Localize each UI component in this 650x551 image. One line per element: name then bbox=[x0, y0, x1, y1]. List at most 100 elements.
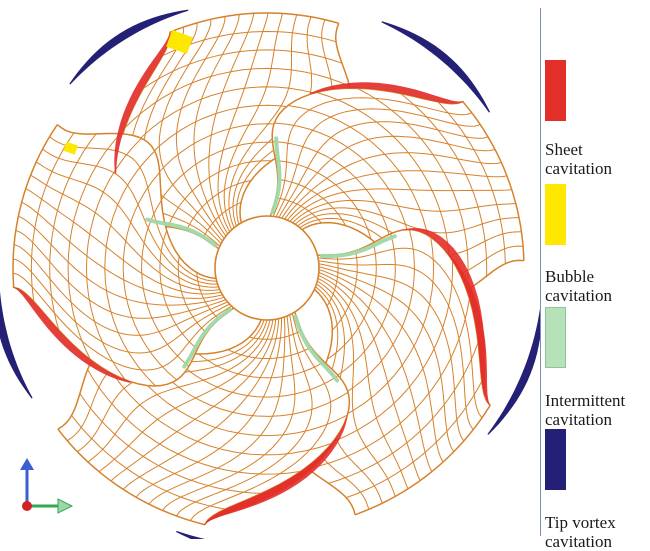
blade-mesh-chord-line bbox=[400, 93, 488, 277]
blade-mesh-chord-line bbox=[196, 272, 220, 320]
blade-mesh-radial-line bbox=[35, 161, 219, 288]
blade-mesh-chord-line bbox=[124, 67, 350, 129]
sheet-cavitation-band bbox=[310, 82, 464, 104]
intermittent-cavitation-streak bbox=[293, 314, 340, 383]
blade-mesh-radial-line bbox=[223, 13, 283, 230]
legend-label-intermittent: Intermittent cavitation bbox=[545, 391, 626, 429]
blade-mesh-radial-line bbox=[272, 97, 473, 217]
coordinate-axes-icon bbox=[20, 458, 74, 514]
blade-mesh-radial-line bbox=[175, 16, 226, 239]
blade-mesh-radial-line bbox=[317, 247, 483, 419]
blade-mesh-radial-line bbox=[135, 317, 282, 498]
blade-mesh-radial-line bbox=[15, 229, 226, 319]
blade-mesh-radial-line bbox=[49, 136, 217, 282]
sheet-cavitation-band bbox=[388, 228, 486, 396]
blade-mesh-radial-line bbox=[318, 266, 455, 453]
blade-surface bbox=[116, 13, 353, 249]
bubble-cavitation-regions bbox=[63, 29, 193, 155]
blade-mesh-radial-line bbox=[318, 269, 444, 463]
tip-vortex-sliver bbox=[0, 291, 33, 399]
blade-mesh-chord-line bbox=[249, 329, 302, 340]
legend-swatch-tip-vortex bbox=[545, 429, 566, 490]
blade-mesh-radial-line bbox=[289, 188, 512, 222]
legend-swatch-sheet bbox=[545, 60, 566, 121]
blade-surface bbox=[289, 229, 491, 515]
blade-mesh-chord-line bbox=[331, 250, 358, 331]
blade-mesh-chord-line bbox=[198, 353, 325, 379]
intermittent-cavitation-streak bbox=[182, 307, 232, 369]
blade-mesh-radial-line bbox=[318, 260, 474, 430]
blade-mesh-radial-line bbox=[193, 14, 240, 237]
blade-mesh-chord-line bbox=[277, 178, 346, 226]
blade-mesh-chord-line bbox=[79, 393, 262, 494]
legend-swatch-bubble bbox=[545, 184, 566, 245]
tip-vortex-regions bbox=[0, 9, 540, 539]
blade-mesh-chord-line bbox=[328, 342, 479, 484]
blade-mesh-chord-line bbox=[346, 381, 483, 499]
legend: Sheet cavitation Bubble cavitation Intermi… bbox=[543, 0, 650, 551]
blade-mesh-radial-line bbox=[30, 174, 220, 291]
blade-mesh-chord-line bbox=[356, 87, 469, 291]
blade-mesh-chord-line bbox=[167, 160, 272, 227]
blade-mesh-chord-line bbox=[122, 171, 178, 381]
propeller-blades bbox=[12, 12, 525, 526]
blade-mesh-radial-line bbox=[318, 263, 465, 442]
intermittent-cavitation-streak bbox=[145, 217, 218, 248]
blade-mesh-chord-line bbox=[67, 133, 121, 360]
bubble-cavitation-patch bbox=[63, 141, 78, 155]
blade-mesh-radial-line bbox=[56, 124, 217, 280]
tip-vortex-sliver bbox=[487, 308, 540, 435]
blade-mesh-radial-line bbox=[217, 12, 269, 232]
blade-mesh-radial-line bbox=[292, 199, 516, 224]
blade-mesh-radial-line bbox=[162, 315, 296, 511]
legend-label-tip-vortex: Tip vortex cavitation bbox=[545, 513, 616, 551]
legend-label-bubble: Bubble cavitation bbox=[545, 267, 613, 305]
axis-vertical-arrowhead bbox=[20, 458, 34, 470]
sheet-cavitation-band bbox=[12, 287, 132, 383]
propeller-hub bbox=[214, 215, 320, 321]
blade-mesh-chord-line bbox=[159, 230, 198, 350]
blade-mesh-radial-line bbox=[189, 313, 332, 521]
blade-mesh-chord-line bbox=[437, 101, 506, 264]
blade-mesh-radial-line bbox=[25, 188, 222, 295]
sheet-cavitation-band bbox=[204, 416, 348, 526]
blade-mesh-radial-line bbox=[148, 316, 286, 505]
blade-mesh-chord-line bbox=[104, 150, 157, 387]
bubble-cavitation-patch bbox=[166, 29, 193, 54]
blade-mesh-chord-line bbox=[12, 124, 58, 288]
blade-mesh-chord-line bbox=[313, 233, 396, 389]
intermittent-cavitation-regions bbox=[145, 136, 397, 383]
blade-mesh-chord-line bbox=[141, 200, 190, 367]
blade-mesh-chord-line bbox=[462, 101, 525, 261]
sheet-cavitation-regions bbox=[12, 30, 492, 526]
blade-mesh-radial-line bbox=[281, 135, 496, 219]
blade-mesh-radial-line bbox=[42, 148, 218, 285]
blade-mesh-radial-line bbox=[228, 14, 298, 228]
blade-mesh-chord-line bbox=[49, 133, 97, 331]
tip-vortex-sliver bbox=[176, 530, 205, 539]
blade-mesh-chord-line bbox=[87, 369, 301, 475]
legend-label-sheet: Sheet cavitation bbox=[545, 140, 613, 178]
blade-mesh-chord-line bbox=[272, 141, 394, 261]
blade-mesh-chord-line bbox=[98, 349, 332, 456]
sheet-cavitation-band bbox=[114, 30, 171, 174]
propeller-cavitation-diagram bbox=[0, 9, 540, 539]
blade-mesh-radial-line bbox=[318, 274, 421, 481]
blade-mesh-radial-line bbox=[18, 215, 225, 306]
blade-mesh-radial-line bbox=[275, 108, 481, 218]
intermittent-cavitation-streak bbox=[319, 234, 397, 258]
blade-mesh-chord-line bbox=[166, 349, 339, 398]
blade-mesh-chord-line bbox=[177, 256, 207, 334]
blade-mesh-chord-line bbox=[85, 137, 142, 380]
blade-mesh-radial-line bbox=[110, 319, 277, 482]
blade-mesh-radial-line bbox=[87, 319, 271, 463]
blade-mesh-chord-line bbox=[148, 141, 299, 225]
blade-3 bbox=[288, 228, 491, 516]
blade-mesh-chord-line bbox=[71, 415, 226, 510]
blade-mesh-chord-line bbox=[227, 346, 312, 359]
blade-mesh-radial-line bbox=[122, 318, 280, 490]
blade-mesh-chord-line bbox=[202, 202, 242, 239]
blade-mesh-chord-line bbox=[185, 180, 251, 231]
blade-mesh-chord-line bbox=[143, 49, 343, 89]
blade-mesh-radial-line bbox=[21, 201, 223, 299]
